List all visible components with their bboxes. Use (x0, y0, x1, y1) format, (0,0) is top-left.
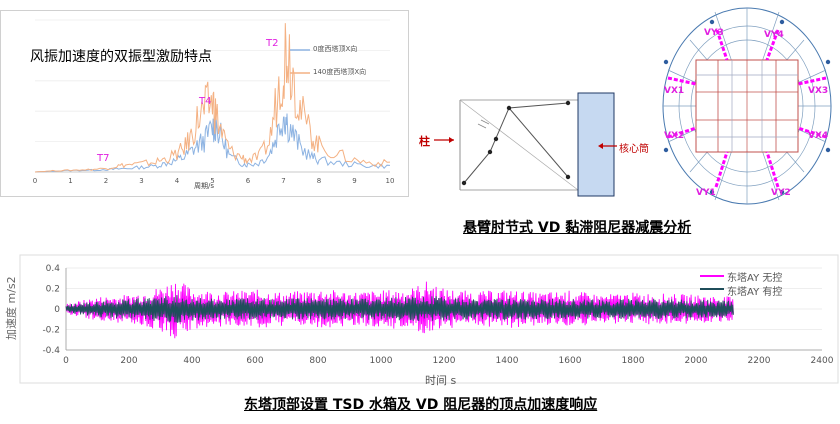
damper-vx1 (667, 76, 697, 86)
damper-vy2 (765, 151, 780, 188)
joint-f (565, 174, 571, 180)
damper-vx2 (667, 126, 697, 139)
legend-label-0deg: 0度西塔顶X向 (313, 45, 358, 53)
spectrum-x-tick: 1 (68, 177, 72, 185)
damper-caption: 悬臂肘节式 VD 黏滞阻尼器减震分析 (463, 220, 692, 236)
legend-label-140deg: 140度西塔顶X向 (313, 68, 367, 76)
core-arrow-head (598, 143, 603, 149)
node (709, 19, 715, 25)
toggle-brace (463, 102, 569, 184)
core-tube (577, 92, 615, 197)
spectrum-x-ticks: 0 1 2 3 4 5 6 7 8 9 10 (33, 177, 395, 185)
legend-label-controlled: 东塔AY 有控 (727, 287, 783, 298)
annotation-t2: T2 (266, 38, 279, 49)
spectrum-series-0 (34, 113, 391, 173)
column-arrow-head (449, 137, 454, 143)
plan-label-vx4: VX4 (808, 131, 829, 141)
spectrum-x-tick: 6 (246, 177, 251, 185)
plan-label-vy3: VY3 (704, 28, 724, 38)
spectrum-x-label: 周期/s (194, 182, 215, 190)
damper-vy3 (715, 29, 729, 61)
spectrum-series-group (34, 23, 391, 173)
plan-dampers (667, 29, 827, 188)
time-y-tick: 0 (54, 305, 60, 315)
time-y-tick: -0.2 (42, 326, 60, 336)
spectrum-x-tick: 3 (139, 177, 143, 185)
node (663, 59, 669, 65)
time-x-tick: 400 (183, 356, 200, 366)
time-x-tick: 2000 (685, 356, 708, 366)
damper-vx4 (797, 126, 827, 139)
joint-e (565, 100, 571, 106)
panel-title: 风振加速度的双振型激励特点 (30, 49, 212, 65)
plan-label-vx3: VX3 (808, 86, 829, 96)
spectrum-x-tick: 8 (317, 177, 321, 185)
annotation-t7: T7 (97, 153, 110, 164)
joint-c (493, 136, 499, 142)
annotation-t4: T4 (199, 96, 212, 107)
plan-label-vx1: VX1 (664, 86, 685, 96)
damper-vy1 (714, 151, 729, 188)
damper-schematic (434, 92, 617, 197)
time-x-tick: 1200 (433, 356, 456, 366)
time-y-label: 加速度 m/s2 (5, 276, 18, 340)
damper-vy4 (765, 29, 780, 61)
plan-label-vy2: VY2 (771, 188, 791, 198)
time-series-1 (65, 295, 734, 323)
spectrum-x-tick: 7 (281, 177, 285, 185)
floor-plan (662, 7, 832, 205)
node (825, 147, 831, 153)
plan-label-vy4: VY4 (764, 30, 784, 40)
column-label: 柱 (419, 135, 430, 148)
node (709, 189, 715, 195)
time-y-tick: 0.2 (46, 285, 60, 295)
time-x-tick: 1400 (496, 356, 519, 366)
spectrum-x-tick: 0 (33, 177, 37, 185)
time-x-label: 时间 s (425, 374, 457, 387)
time-x-tick: 2400 (811, 356, 834, 366)
time-x-tick: 2200 (748, 356, 771, 366)
damper-symbol (477, 119, 490, 129)
plan-label-vx2: VX2 (664, 131, 685, 141)
joint-d (506, 105, 512, 111)
time-x-tick: 600 (246, 356, 263, 366)
node (663, 147, 669, 153)
bottom-caption: 东塔顶部设置 TSD 水箱及 VD 阻尼器的顶点加速度响应 (244, 397, 598, 413)
spectrum-x-tick: 5 (210, 177, 214, 185)
time-x-tick: 1600 (559, 356, 582, 366)
node (825, 59, 831, 65)
time-ticks: 0 200 400 600 800 1000 1200 1400 1600 1800 2000 220… (42, 264, 833, 366)
time-series-group (65, 281, 734, 339)
damper-arm (508, 107, 569, 178)
time-x-tick: 800 (309, 356, 326, 366)
time-x-tick: 1800 (622, 356, 645, 366)
time-x-tick: 1000 (370, 356, 393, 366)
time-y-tick: -0.4 (42, 346, 60, 356)
spectrum-grid (35, 19, 390, 173)
time-x-tick: 200 (120, 356, 137, 366)
core-label: 核心筒 (619, 144, 649, 155)
node (779, 189, 785, 195)
spectrum-x-tick: 2 (104, 177, 108, 185)
spectrum-x-tick: 9 (352, 177, 356, 185)
spectrum-x-tick: 4 (175, 177, 180, 185)
time-x-tick: 0 (63, 356, 69, 366)
diagonal-line (459, 99, 579, 191)
joint-a (461, 180, 467, 186)
spectrum-series-1 (34, 23, 391, 173)
plan-label-vy1: VY1 (696, 188, 716, 198)
legend-label-uncontrolled: 东塔AY 无控 (727, 273, 783, 284)
plan-nodes (663, 19, 831, 195)
node (779, 19, 785, 25)
joint-b (487, 149, 493, 155)
time-y-tick: 0.4 (46, 264, 61, 274)
damper-vx3 (797, 76, 827, 86)
spectrum-x-tick: 10 (386, 177, 395, 185)
